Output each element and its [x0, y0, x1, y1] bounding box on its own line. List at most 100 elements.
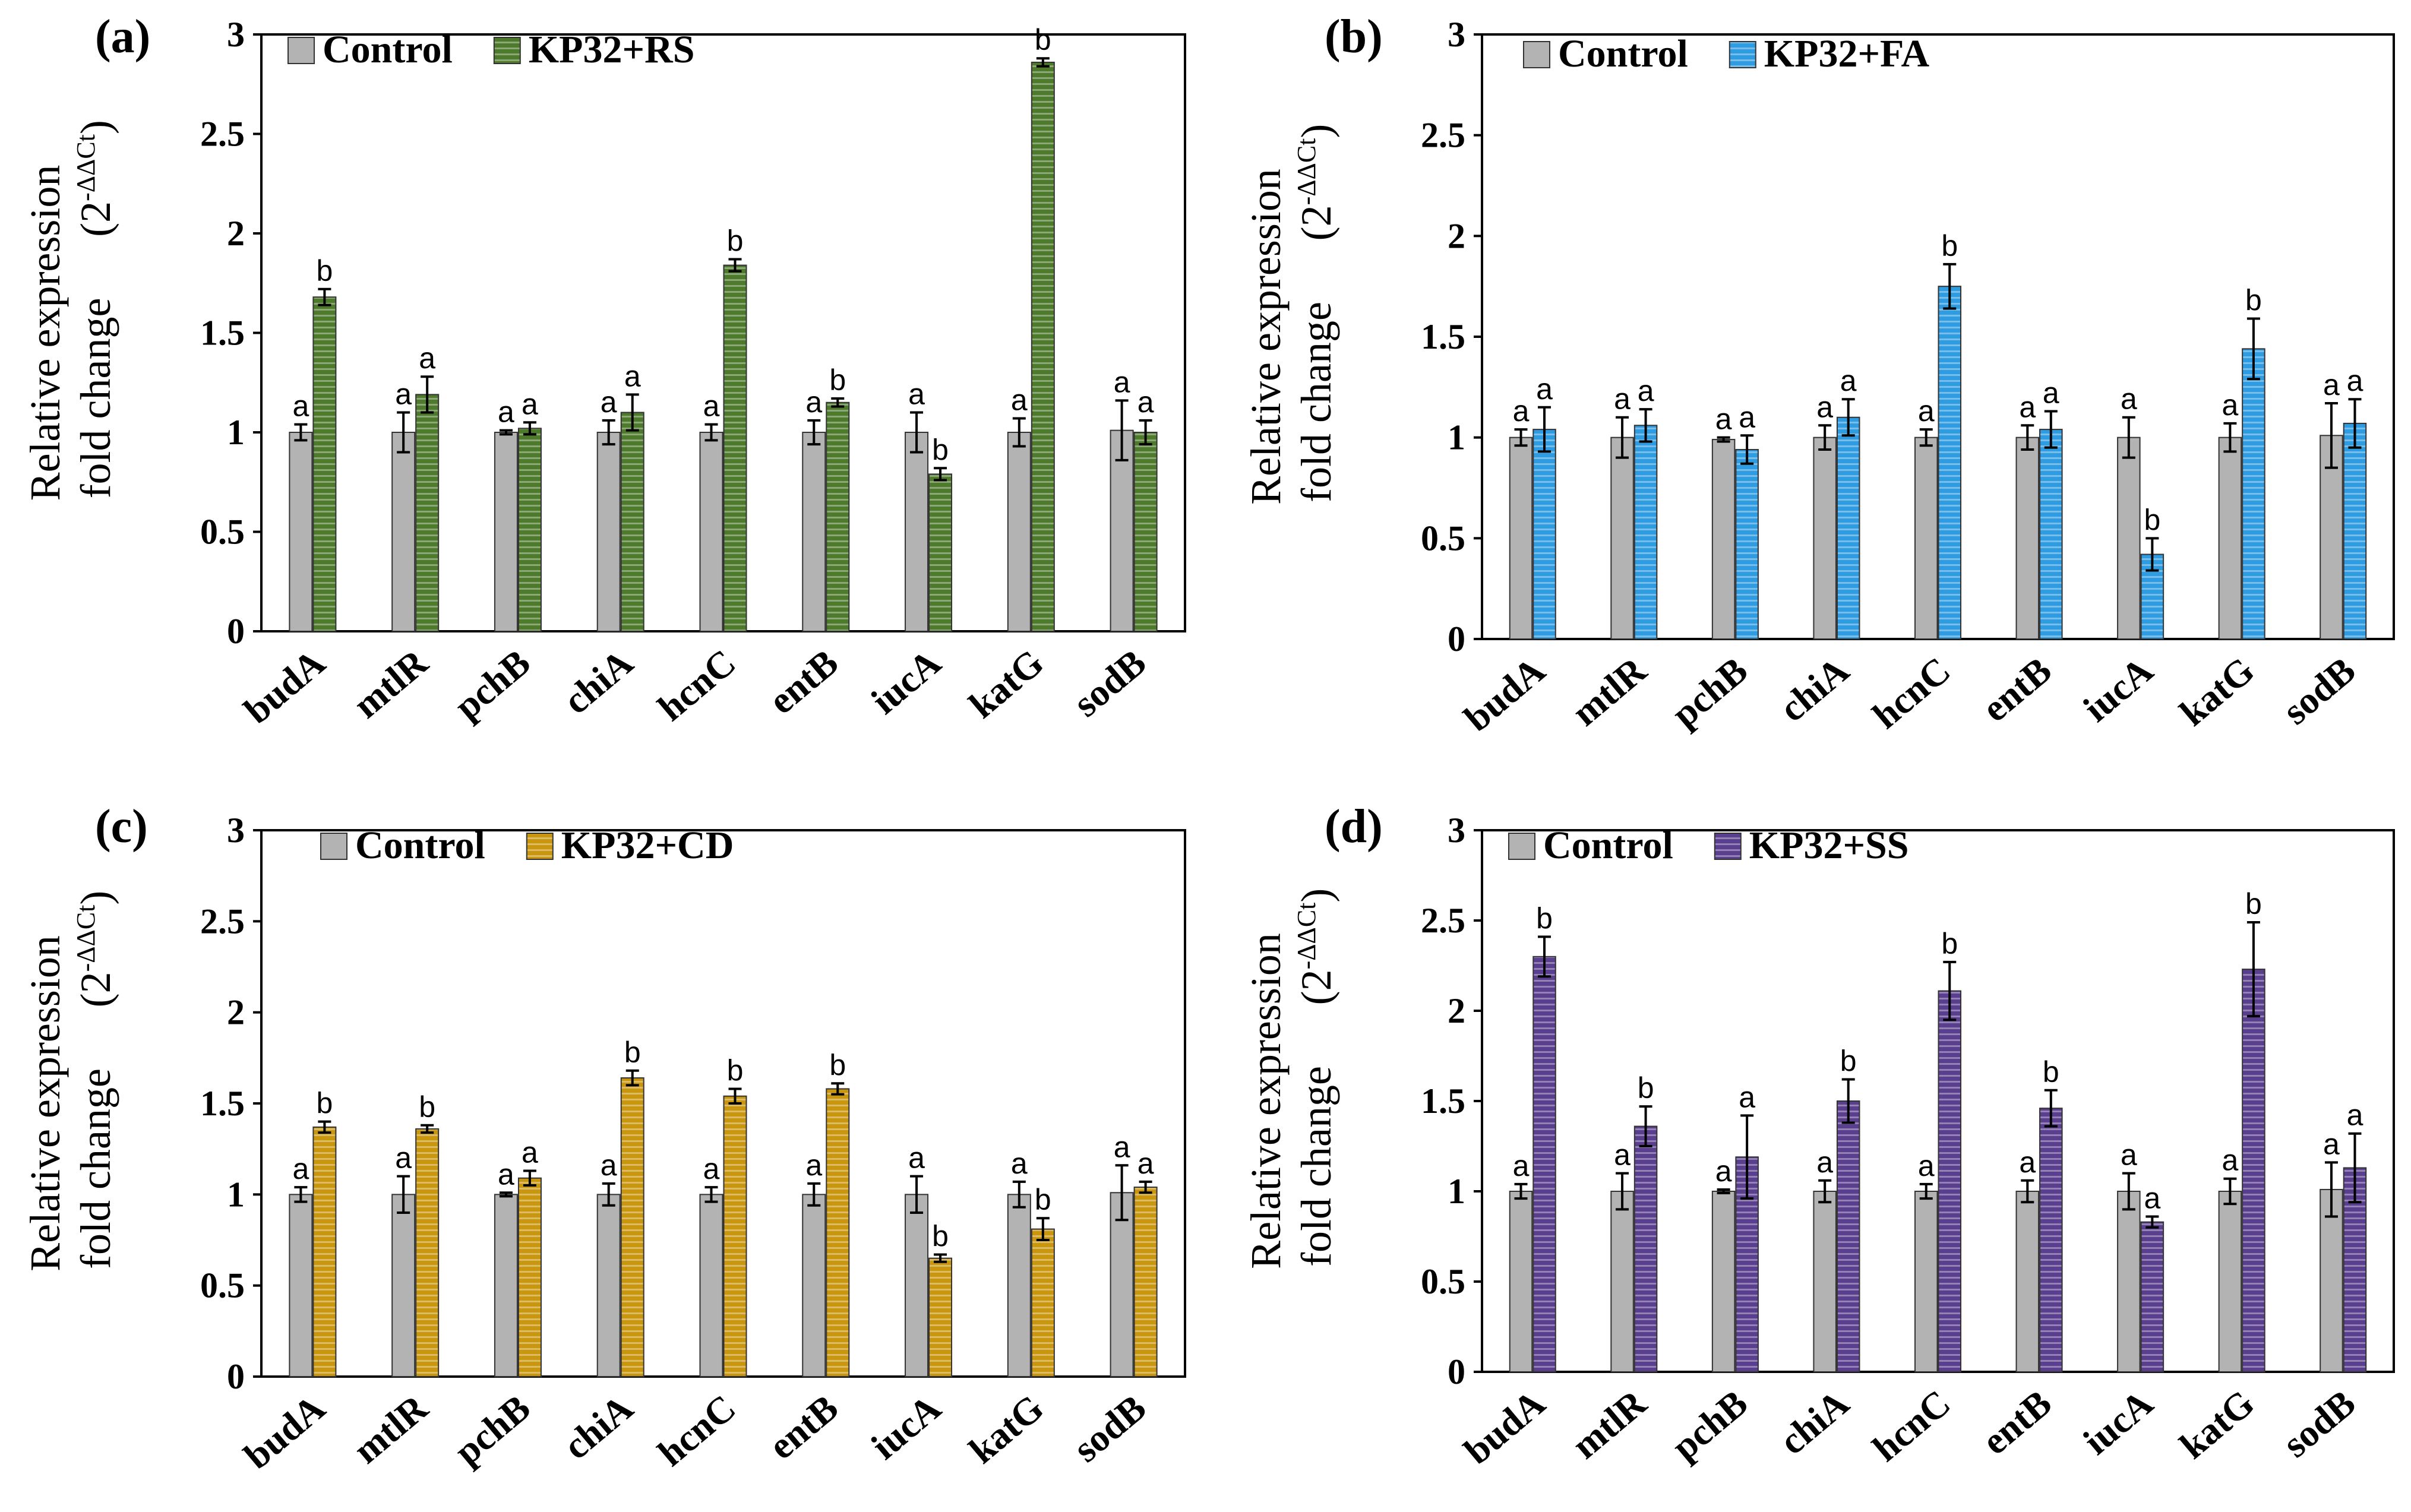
x-category-label: sodB — [1065, 641, 1154, 725]
y-tick-label: 1 — [227, 1175, 245, 1214]
y-tick-label: 1.5 — [200, 1084, 245, 1123]
y-tick-label: 2 — [1448, 991, 1465, 1030]
significance-letter: a — [2019, 1146, 2036, 1179]
panel-label: (b) — [1325, 11, 1383, 63]
y-axis-title-line1: Relative expression — [1242, 169, 1290, 505]
y-tick-label: 2.5 — [200, 115, 245, 154]
bar-ss-hcnC — [1938, 990, 1962, 1373]
y-tick-label: 1 — [1448, 418, 1465, 457]
bar-fa-mtlR — [1633, 425, 1658, 640]
bar-ss-iucA — [2140, 1221, 2164, 1372]
significance-letter: a — [805, 1149, 822, 1182]
bar-control-iucA — [905, 1194, 929, 1378]
bar-control-katG — [2218, 436, 2242, 640]
significance-letter: a — [1638, 374, 1654, 407]
y-tick-label: 2 — [227, 993, 245, 1032]
y-tick-label: 2.5 — [200, 901, 245, 941]
panel-label: (d) — [1325, 801, 1383, 853]
x-category-label: hcnC — [650, 1386, 743, 1474]
legend: Control KP32+RS — [287, 28, 694, 71]
x-category-label: entB — [761, 641, 846, 722]
bar-fa-sodB — [2343, 422, 2367, 640]
y-axis-title-line2: fold change — [72, 298, 119, 499]
bar-fa-hcnC — [1938, 286, 1962, 640]
bar-rs-mtlR — [415, 394, 440, 632]
bar-ss-entB — [2039, 1108, 2063, 1373]
bar-control-iucA — [2117, 436, 2141, 640]
legend-label-ss: KP32+SS — [1749, 824, 1909, 867]
legend-swatch-fa — [1729, 41, 1756, 68]
bar-control-chiA — [1813, 1191, 1837, 1372]
significance-letter: a — [624, 359, 641, 393]
bar-control-hcnC — [699, 432, 723, 632]
bar-control-entB — [802, 1194, 826, 1378]
y-tick-label: 0 — [227, 612, 245, 651]
bar-control-pchB — [1711, 439, 1736, 640]
bar-cd-hcnC — [723, 1095, 747, 1377]
y-tick-label: 3 — [227, 811, 245, 850]
significance-letter: b — [932, 433, 949, 466]
significance-letter: b — [316, 1087, 333, 1120]
y-tick-label: 1.5 — [200, 314, 245, 353]
significance-letter: a — [2043, 377, 2059, 410]
chart-panel-1: 0 0.5 1 1.5 2 2.5 3 Relative expression fold cha… — [21, 11, 1186, 732]
x-category-label: pchB — [1664, 649, 1756, 735]
y-tick-label: 0.5 — [1421, 1262, 1465, 1301]
bar-control-katG — [1007, 1194, 1031, 1378]
y-tick-label: 3 — [227, 15, 245, 54]
legend-swatch-control — [320, 833, 347, 860]
significance-letter: a — [908, 1141, 925, 1175]
bar-cd-budA — [312, 1126, 337, 1378]
significance-letter: a — [1739, 400, 1755, 434]
bar-control-chiA — [1813, 436, 1837, 640]
legend-label-control: Control — [355, 824, 485, 867]
significance-letter: b — [1941, 229, 1958, 262]
y-tick-label: 0 — [227, 1357, 245, 1396]
y-axis-unit: (2-ΔΔCt) — [1292, 124, 1340, 241]
chart-panel-3: 0 0.5 1 1.5 2 2.5 3 Relative expression fold cha… — [21, 801, 1186, 1477]
significance-letter: a — [601, 385, 617, 419]
y-tick-label: 3 — [1448, 15, 1465, 54]
legend-swatch-control — [287, 37, 315, 64]
y-tick-label: 3 — [1448, 811, 1465, 850]
bar-cd-mtlR — [415, 1128, 440, 1378]
significance-letter: a — [1137, 1147, 1154, 1180]
legend-swatch-control — [1508, 833, 1535, 860]
significance-letter: a — [2019, 390, 2036, 423]
bar-control-hcnC — [1914, 436, 1938, 640]
bar-control-entB — [2015, 1191, 2040, 1372]
significance-letter: a — [2121, 1138, 2137, 1172]
x-category-label: pchB — [1664, 1381, 1756, 1468]
significance-letter: a — [292, 390, 309, 423]
x-category-label: mtlR — [1564, 649, 1654, 734]
significance-letter: a — [601, 1149, 617, 1182]
bar-control-katG — [2218, 1191, 2242, 1372]
bar-control-entB — [802, 432, 826, 632]
significance-letter: a — [1513, 394, 1530, 428]
significance-letter: b — [1941, 927, 1958, 960]
bar-cd-iucA — [928, 1257, 953, 1378]
y-tick-label: 0.5 — [200, 1266, 245, 1305]
significance-letter: a — [2323, 368, 2340, 401]
y-tick-label: 0 — [1448, 1352, 1465, 1391]
significance-letter: a — [395, 378, 412, 411]
y-tick-label: 2 — [1448, 216, 1465, 255]
chart-panel-2: 0 0.5 1 1.5 2 2.5 3 Relative expression fold cha… — [1242, 11, 2395, 739]
bar-cd-entB — [826, 1088, 850, 1377]
bar-ss-mtlR — [1633, 1125, 1658, 1373]
x-category-label: budA — [236, 1386, 333, 1477]
y-tick-label: 0.5 — [1421, 518, 1465, 558]
significance-letter: b — [1840, 1045, 1857, 1078]
panel-label: (a) — [95, 11, 150, 63]
significance-letter: a — [1715, 403, 1732, 436]
x-category-label: chiA — [1771, 649, 1857, 730]
bar-cd-katG — [1031, 1228, 1055, 1378]
x-category-label: mtlR — [345, 641, 435, 726]
legend-swatch-rs — [493, 37, 521, 64]
y-axis-title-line2: fold change — [72, 1068, 119, 1269]
significance-letter: a — [1137, 385, 1154, 419]
bar-cd-pchB — [517, 1177, 542, 1377]
x-category-label: iucA — [2075, 649, 2161, 730]
x-category-label: sodB — [2275, 649, 2363, 732]
x-category-label: sodB — [2275, 1381, 2363, 1465]
